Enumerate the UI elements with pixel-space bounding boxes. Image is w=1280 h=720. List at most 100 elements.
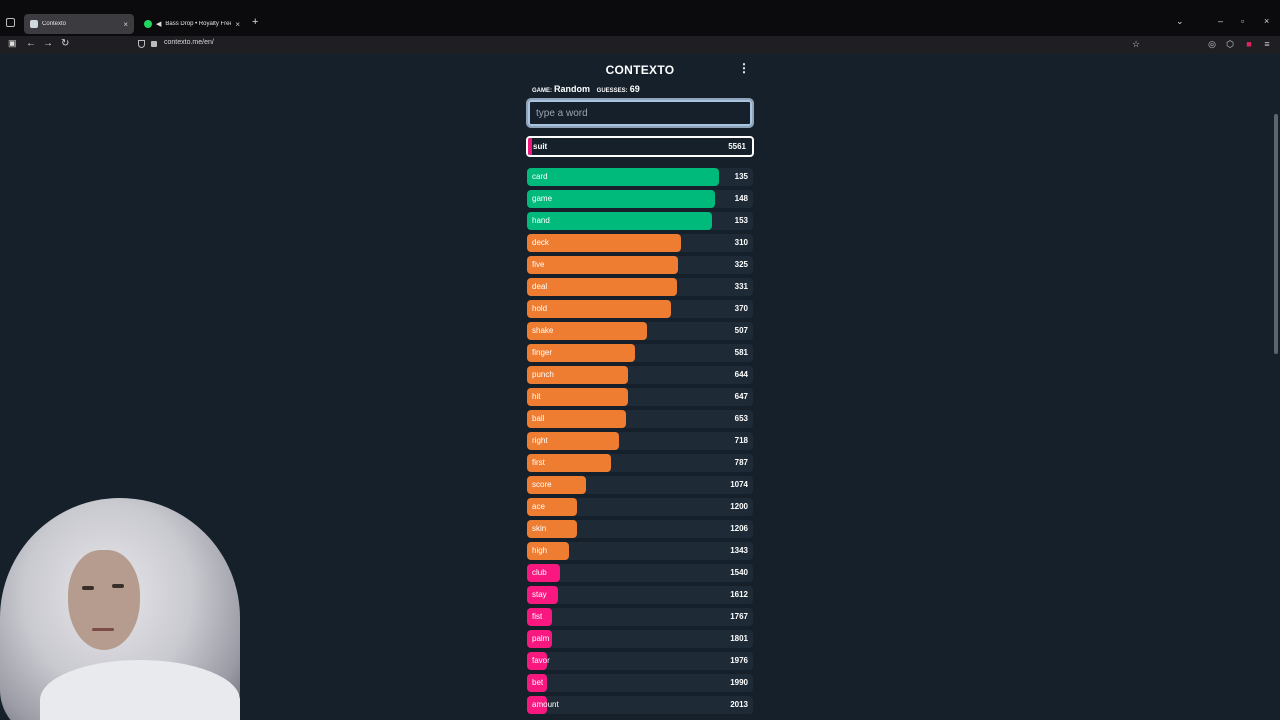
new-tab-icon[interactable]: + xyxy=(252,16,259,28)
guess-word: hand xyxy=(532,216,550,225)
webcam-person-face xyxy=(68,550,140,650)
current-guess-word: suit xyxy=(533,142,548,151)
tab-overview-icon[interactable] xyxy=(6,18,15,27)
game-label: GAME: xyxy=(532,88,552,94)
guess-rank: 718 xyxy=(734,436,748,445)
guess-word: deal xyxy=(532,282,548,291)
guess-row: hold 370 xyxy=(526,298,754,320)
guess-rank: 310 xyxy=(734,238,748,247)
word-input[interactable] xyxy=(526,98,754,128)
close-tab-icon[interactable]: × xyxy=(123,19,128,29)
maximize-icon[interactable]: ▫ xyxy=(1241,16,1245,26)
account-icon[interactable]: ◎ xyxy=(1208,39,1216,49)
page-title: CONTEXTO xyxy=(605,63,675,77)
guess-row: skin 1206 xyxy=(526,518,754,540)
guess-word: shake xyxy=(532,326,554,335)
page-scrollbar[interactable] xyxy=(1274,114,1278,354)
guess-word: skin xyxy=(532,524,547,533)
extensions-icon[interactable]: ⬡ xyxy=(1226,39,1234,49)
guess-row: punch 644 xyxy=(526,364,754,386)
guess-word: hold xyxy=(532,304,548,313)
guess-bar xyxy=(527,564,560,582)
guess-row: right 718 xyxy=(526,430,754,452)
tab-title: Bass Drop • Royalty Free M xyxy=(165,21,232,27)
guess-word: club xyxy=(532,568,547,577)
guess-word: first xyxy=(532,458,545,467)
lock-icon[interactable] xyxy=(151,41,157,47)
guess-row: first 787 xyxy=(526,452,754,474)
guess-row: hand 153 xyxy=(526,210,754,232)
guess-row: favor 1976 xyxy=(526,650,754,672)
guess-track xyxy=(527,520,753,538)
guess-bar xyxy=(527,498,577,516)
guess-word: right xyxy=(532,436,548,445)
back-icon[interactable]: ← xyxy=(26,38,36,49)
minimize-icon[interactable]: – xyxy=(1218,16,1224,26)
forward-icon[interactable]: → xyxy=(43,38,53,49)
guess-word: fist xyxy=(532,612,543,621)
game-info: GAME: Random GUESSES: 69 xyxy=(532,84,645,94)
speaker-icon[interactable]: ◀ xyxy=(156,21,162,28)
guess-bar xyxy=(527,278,677,296)
guess-row: palm 1801 xyxy=(526,628,754,650)
guess-rank: 331 xyxy=(734,282,748,291)
guess-rank: 1074 xyxy=(730,480,748,489)
guess-rank: 135 xyxy=(734,172,748,181)
guesses-count: 69 xyxy=(629,84,640,94)
webcam-overlay xyxy=(0,490,290,720)
guess-bar xyxy=(527,630,552,648)
guess-rank: 1200 xyxy=(730,502,748,511)
guesses-label: GUESSES: xyxy=(596,88,628,94)
sidebar-icon[interactable]: ▣ xyxy=(8,38,17,48)
webcam-person-shirt xyxy=(40,660,240,720)
guess-bar xyxy=(527,476,586,494)
guess-row: stay 1612 xyxy=(526,584,754,606)
guess-bar xyxy=(527,586,558,604)
more-options-icon[interactable]: ⋮ xyxy=(738,61,750,75)
guess-rank: 2013 xyxy=(730,700,748,709)
tab-bass-drop[interactable]: ◀ Bass Drop • Royalty Free M × xyxy=(138,14,246,34)
guess-track xyxy=(527,674,753,692)
guess-bar xyxy=(527,322,647,340)
guess-bar xyxy=(527,454,611,472)
guess-row: ace 1200 xyxy=(526,496,754,518)
guess-bar xyxy=(527,212,712,230)
guess-rank: 148 xyxy=(734,194,748,203)
guess-row: score 1074 xyxy=(526,474,754,496)
close-tab-icon[interactable]: × xyxy=(235,19,240,29)
guess-bar xyxy=(527,432,619,450)
guess-row: card 135 xyxy=(526,166,754,188)
guess-bar xyxy=(527,542,569,560)
guess-word: high xyxy=(532,546,548,555)
guess-rank: 507 xyxy=(734,326,748,335)
tab-list-chevron-icon[interactable]: ⌄ xyxy=(1176,16,1184,26)
bookmark-star-icon[interactable]: ☆ xyxy=(1131,39,1141,49)
guess-row: fist 1767 xyxy=(526,606,754,628)
guess-word: stay xyxy=(532,590,547,599)
extension-badge-icon[interactable]: ■ xyxy=(1246,39,1252,49)
reload-icon[interactable]: ↻ xyxy=(61,38,70,49)
guess-row: ball 653 xyxy=(526,408,754,430)
tab-contexto[interactable]: Contexto × xyxy=(24,14,134,34)
navigation-bar: ▣ ← → ↻ contexto.me/en/ ☆ ◎ ⬡ ■ ≡ xyxy=(0,36,1280,54)
current-guess-rank: 5561 xyxy=(728,142,746,151)
close-window-icon[interactable]: × xyxy=(1264,16,1270,26)
guess-row: high 1343 xyxy=(526,540,754,562)
guess-track xyxy=(527,652,753,670)
guess-bar xyxy=(527,366,628,384)
guess-row: finger 581 xyxy=(526,342,754,364)
guess-word: hit xyxy=(532,392,541,401)
guess-bar xyxy=(527,520,577,538)
tracking-shield-icon[interactable] xyxy=(138,40,145,48)
page-content: CONTEXTO ⋮ GAME:Random GUESSES:69 suit 5… xyxy=(0,54,1280,720)
guess-rank: 1801 xyxy=(730,634,748,643)
hamburger-menu-icon[interactable]: ≡ xyxy=(1264,39,1270,49)
guess-rank: 153 xyxy=(734,216,748,225)
guess-word: five xyxy=(532,260,545,269)
guess-rank: 1612 xyxy=(730,590,748,599)
address-bar[interactable]: contexto.me/en/ xyxy=(164,39,214,46)
guess-word: card xyxy=(532,172,548,181)
guess-row: bet 1990 xyxy=(526,672,754,694)
guess-row: deal 331 xyxy=(526,276,754,298)
guess-track xyxy=(527,586,753,604)
